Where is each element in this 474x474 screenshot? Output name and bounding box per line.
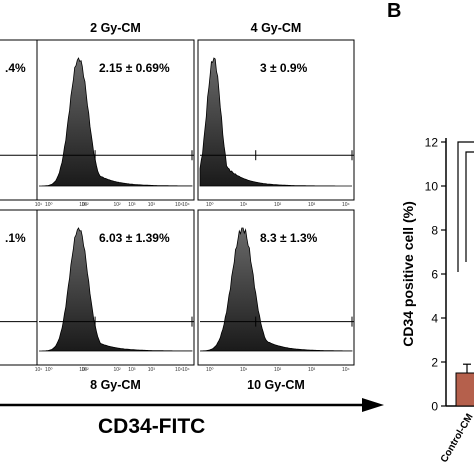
flow-tick-label: 10³ [308, 202, 316, 208]
y-tick-label: 4 [431, 312, 438, 326]
y-tick-label: 2 [431, 356, 438, 370]
flow-panel-stat: 6.03 ± 1.39% [99, 231, 170, 245]
flow-tick-label: 10³ [128, 202, 136, 208]
y-axis-label: CD34 positive cell (%) [400, 201, 416, 347]
y-tick-label: 8 [431, 224, 438, 238]
flow-tick-label: 10⁴ [342, 367, 350, 373]
flow-panel-label: 10 Gy-CM [247, 378, 305, 392]
flow-tick-label: 10³ [128, 367, 136, 373]
bar-Control-CM [455, 372, 474, 407]
flow-panel-5: 10⁰ 10¹ 10² 10³ 10⁴ 8.3 ± 1.3% 10 Gy-CM [197, 209, 355, 392]
flow-tick-label: 10² [114, 202, 122, 208]
flow-panel-stat: 3 ± 0.9% [260, 61, 308, 75]
flow-tick-label: 10³ [148, 202, 156, 208]
flow-tick-label: 10¹ [35, 202, 43, 208]
flow-panel-stat: .4% [5, 61, 26, 75]
flow-tick-label: 10⁰ [45, 202, 53, 208]
panel-b-letter: B [387, 0, 401, 22]
flow-tick-label: 10¹ [35, 367, 43, 373]
histogram-curve [39, 227, 193, 352]
flow-panel-stat: 2.15 ± 0.69% [99, 61, 170, 75]
histogram-curve [199, 57, 352, 187]
flow-tick-label: 10² [274, 367, 282, 373]
flow-tick-label: 10⁴ [342, 202, 350, 208]
flow-axis-arrowhead [362, 398, 384, 412]
flow-tick-label: 10⁰ [45, 367, 53, 373]
flow-panel-stat: 8.3 ± 1.3% [260, 231, 318, 245]
flow-tick-label: 10¹ [79, 202, 87, 208]
flow-tick-label: 10² [82, 367, 90, 373]
x-category-label: Control-CM [439, 412, 474, 465]
histogram-curve [39, 57, 193, 187]
bar-chart: 0 2 4 6 8 10 12 CD34 positive cell (%) Control-C… [400, 136, 474, 465]
flow-tick-label: 10³ [148, 367, 156, 373]
significance-bracket [457, 141, 474, 272]
flow-tick-label: 10³ [308, 367, 316, 373]
flow-tick-label: 10⁰ [206, 367, 214, 373]
flow-tick-label: 10¹ [240, 367, 248, 373]
flow-tick-label: 10¹ [240, 202, 248, 208]
flow-tick-label: 10² [274, 202, 282, 208]
flow-axis-label: CD34-FITC [98, 415, 205, 438]
y-tick-label: 12 [425, 136, 439, 150]
flow-panel-label: 4 Gy-CM [251, 21, 302, 35]
flow-tick-label: 10⁰ [206, 202, 214, 208]
flow-panel-label: 2 Gy-CM [90, 21, 141, 35]
flow-tick-label: 10² [114, 367, 122, 373]
flow-tick-label: 10⁴ [175, 367, 183, 373]
flow-panel-2: 10⁰ 10¹ 10² 10³ 10⁴ 3 ± 0.9% 4 Gy-CM [197, 21, 355, 208]
flow-tick-label: 10² [82, 202, 90, 208]
histogram-curve [199, 227, 353, 352]
y-tick-label: 0 [431, 400, 438, 414]
y-tick-label: 10 [425, 180, 439, 194]
significance-bracket [465, 151, 474, 262]
flow-tick-label: 10⁴ [182, 367, 190, 373]
flow-panel-stat: .1% [5, 231, 26, 245]
flow-tick-label: 10⁴ [182, 202, 190, 208]
flow-tick-label: 10¹ [79, 367, 87, 373]
y-tick-label: 6 [431, 268, 438, 282]
flow-tick-label: 10⁴ [175, 202, 183, 208]
flow-panel-label: 8 Gy-CM [90, 378, 141, 392]
